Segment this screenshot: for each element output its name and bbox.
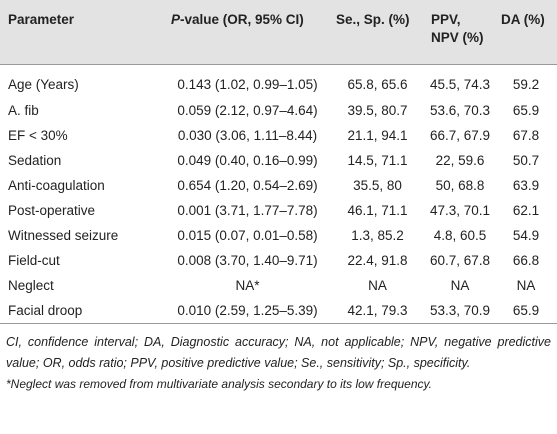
table-row: Anti-coagulation 0.654 (1.20, 0.54–2.69) 3…	[0, 173, 557, 198]
table-cell: NA	[450, 278, 470, 293]
table-cell: 65.9	[512, 303, 540, 318]
table-cell: 54.9	[512, 228, 540, 243]
header-text: -value (OR, 95% CI)	[180, 12, 304, 27]
header-cell: Parameter	[0, 0, 165, 65]
table-row: EF < 30% 0.030 (3.06, 1.11–8.44) 21.1, 94.…	[0, 123, 557, 148]
table-cell: 66.7, 67.9	[429, 128, 491, 143]
header-cell: DA (%)	[495, 0, 557, 65]
table-cell: 50.7	[512, 153, 540, 168]
table-cell: Age (Years)	[8, 77, 79, 92]
table-cell: 0.059 (2.12, 0.97–4.64)	[177, 103, 318, 118]
table-cell: 46.1, 71.1	[347, 203, 408, 218]
table-cell: 0.143 (1.02, 0.99–1.05)	[177, 77, 318, 92]
table-cell: Post-operative	[8, 203, 96, 218]
table-cell: 47.3, 70.1	[429, 203, 491, 218]
table-cell: 63.9	[512, 178, 540, 193]
table-cell: 67.8	[512, 128, 540, 143]
table-cell: 0.030 (3.06, 1.11–8.44)	[177, 128, 318, 143]
table-cell: 45.5, 74.3	[429, 77, 491, 92]
table-cell: 0.654 (1.20, 0.54–2.69)	[177, 178, 318, 193]
table-cell: EF < 30%	[8, 128, 68, 143]
footnote: CI, confidence interval; DA, Diagnostic …	[6, 335, 551, 370]
table-cell: 0.001 (3.71, 1.77–7.78)	[177, 203, 318, 218]
table-cell: Facial droop	[8, 303, 83, 318]
table-row: Age (Years) 0.143 (1.02, 0.99–1.05) 65.8, …	[0, 65, 557, 99]
table-cell: A. fib	[8, 103, 39, 118]
table-row: Field-cut 0.008 (3.70, 1.40–9.71) 22.4, 91…	[0, 248, 557, 273]
table-cell: Neglect	[8, 278, 54, 293]
table-cell: 1.3, 85.2	[351, 228, 404, 243]
table-cell: 0.010 (2.59, 1.25–5.39)	[177, 303, 318, 318]
table-cell: Field-cut	[8, 253, 60, 268]
table-cell: 4.8, 60.5	[433, 228, 487, 243]
table-cell: 66.8	[512, 253, 540, 268]
table-cell: 0.015 (0.07, 0.01–0.58)	[177, 228, 318, 243]
table-row: Sedation 0.049 (0.40, 0.16–0.99) 14.5, 71.…	[0, 148, 557, 173]
header-cell: P-value (OR, 95% CI)	[165, 0, 330, 65]
table-row: Neglect NA* NA NA NA	[0, 273, 557, 298]
table-row: Post-operative 0.001 (3.71, 1.77–7.78) 46.…	[0, 198, 557, 223]
table-cell: 21.1, 94.1	[347, 128, 408, 143]
table-cell: 0.049 (0.40, 0.16–0.99)	[177, 153, 318, 168]
table-cell: NA	[368, 278, 387, 293]
table-cell: Witnessed seizure	[8, 228, 119, 243]
table-cell: NA	[516, 278, 536, 293]
table-cell: 22.4, 91.8	[347, 253, 408, 268]
data-table: Parameter P-value (OR, 95% CI) Se., Sp. (%…	[0, 0, 557, 324]
footnotes: CI, confidence interval; DA, Diagnostic …	[0, 324, 557, 395]
table-cell: 39.5, 80.7	[347, 103, 408, 118]
table-cell: 53.6, 70.3	[429, 103, 491, 118]
table-cell: NA*	[235, 278, 260, 293]
table-row: A. fib 0.059 (2.12, 0.97–4.64) 39.5, 80.7 5…	[0, 98, 557, 123]
table-cell: 65.9	[512, 103, 540, 118]
header-row: Parameter P-value (OR, 95% CI) Se., Sp. (%…	[0, 0, 557, 65]
table-cell: 60.7, 67.8	[429, 253, 491, 268]
table-cell: 62.1	[512, 203, 540, 218]
table-cell: 59.2	[512, 77, 540, 92]
table-row: Witnessed seizure 0.015 (0.07, 0.01–0.58)…	[0, 223, 557, 248]
table-cell: 50, 68.8	[435, 178, 485, 193]
table-cell: 42.1, 79.3	[347, 303, 408, 318]
header-cell: PPV, NPV (%)	[425, 0, 495, 65]
table-cell: 65.8, 65.6	[347, 77, 408, 92]
table-cell: 0.008 (3.70, 1.40–9.71)	[177, 253, 318, 268]
table-body: Age (Years) 0.143 (1.02, 0.99–1.05) 65.8, …	[0, 65, 557, 324]
footnote: *Neglect was removed from multivariate a…	[6, 377, 432, 391]
table-cell: Anti-coagulation	[8, 178, 105, 193]
table-row: Facial droop 0.010 (2.59, 1.25–5.39) 42.1,…	[0, 298, 557, 324]
table-cell: 14.5, 71.1	[347, 153, 408, 168]
table-cell: 22, 59.6	[435, 153, 485, 168]
header-text: P	[171, 12, 181, 27]
table-cell: 35.5, 80	[353, 178, 402, 193]
table-cell: Sedation	[8, 153, 62, 168]
table-cell: 53.3, 70.9	[429, 303, 491, 318]
header-cell: Se., Sp. (%)	[330, 0, 425, 65]
